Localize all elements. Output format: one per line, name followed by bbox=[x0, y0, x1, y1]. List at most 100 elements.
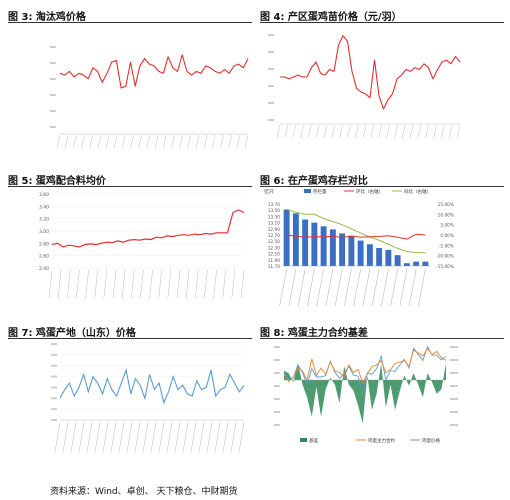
legend-label: 存栏量 bbox=[313, 188, 327, 195]
x-tick-label-placeholder bbox=[441, 124, 445, 139]
x-tick-label-placeholder bbox=[378, 124, 382, 139]
x-tick-label-placeholder bbox=[238, 421, 245, 453]
x-tick-label-placeholder bbox=[456, 124, 461, 139]
title-rule bbox=[260, 338, 504, 339]
x-tick-label-placeholder bbox=[81, 134, 85, 149]
chart-title: 图 5: 蛋鸡配合料均价 bbox=[8, 176, 106, 187]
y-tick-label-left: 11.90 bbox=[268, 258, 281, 264]
panel-feed-price: 图 5: 蛋鸡配合料均价 3.60 3.40 3.20 3.00 2.80 2.60 2.4… bbox=[8, 166, 252, 316]
series-line bbox=[280, 35, 461, 110]
y-tick-label-placeholder bbox=[50, 62, 56, 64]
bar bbox=[357, 240, 364, 266]
x-tick-label-placeholder bbox=[399, 268, 408, 307]
y-tick-label: 3.60 bbox=[39, 192, 49, 198]
y-axis-title: 亿只 bbox=[264, 188, 274, 195]
y-tick-label-placeholder bbox=[50, 94, 56, 96]
x-tick-label-placeholder bbox=[195, 269, 199, 299]
chart-plot bbox=[50, 46, 249, 149]
x-tick-label-placeholder bbox=[362, 268, 371, 307]
y-tick-label-placeholder bbox=[51, 386, 57, 389]
x-tick-label-placeholder bbox=[276, 124, 281, 139]
bar bbox=[376, 248, 383, 266]
y-tick-label: 2.40 bbox=[39, 266, 49, 272]
y-tick-label-placeholder bbox=[274, 424, 280, 426]
x-tick-label-placeholder bbox=[222, 421, 229, 453]
x-tick-label-placeholder bbox=[118, 421, 125, 453]
bar bbox=[403, 263, 410, 266]
x-tick-label-placeholder bbox=[203, 134, 208, 149]
y-tick-label-left: 13.10 bbox=[268, 221, 281, 227]
y-tick-label-placeholder bbox=[274, 359, 280, 361]
basis-area bbox=[284, 362, 446, 424]
y-tick-label-placeholder bbox=[51, 419, 57, 421]
y-tick-label: 2.60 bbox=[39, 254, 49, 260]
x-tick-label-placeholder bbox=[78, 421, 85, 453]
y-tick-label-placeholder bbox=[51, 343, 57, 345]
x-tick-label-placeholder bbox=[89, 134, 93, 149]
y-tick-label-placeholder bbox=[274, 411, 280, 413]
title-rule bbox=[8, 186, 252, 187]
y-tick-label: 2.80 bbox=[39, 241, 49, 247]
x-tick-label-placeholder bbox=[307, 268, 315, 307]
x-tick-label-placeholder bbox=[300, 124, 304, 139]
x-tick-label-placeholder bbox=[408, 268, 417, 307]
x-tick-label-placeholder bbox=[433, 124, 437, 139]
title-rule bbox=[260, 186, 504, 187]
x-tick-label-placeholder bbox=[381, 268, 389, 307]
chart-plot: 亿只 存栏量 环比（右轴） 同比（右轴）13.7013.5013.3013.1012.… bbox=[264, 188, 454, 307]
x-tick-label-placeholder bbox=[131, 269, 135, 299]
chart-title: 图 8: 鸡蛋主力合约基差 bbox=[260, 328, 368, 339]
legend-label: 环比（右轴） bbox=[356, 188, 383, 195]
y-tick-label-placeholder bbox=[51, 364, 57, 367]
y-tick-label-placeholder bbox=[450, 411, 458, 413]
x-tick-label-placeholder bbox=[240, 269, 245, 299]
x-tick-label-placeholder bbox=[417, 124, 422, 139]
bar bbox=[311, 222, 318, 266]
y-tick-label-placeholder bbox=[450, 424, 458, 426]
x-tick-label-placeholder bbox=[126, 421, 133, 453]
x-tick-label-placeholder bbox=[418, 268, 426, 307]
y-tick-label-right: 15.00% bbox=[438, 202, 454, 208]
x-tick-label-placeholder bbox=[174, 421, 181, 453]
x-tick-label-placeholder bbox=[97, 134, 102, 149]
source-note: 资料来源：Wind、卓创、 天下粮仓、中财期货 bbox=[50, 487, 238, 497]
y-tick-label-placeholder bbox=[268, 34, 274, 36]
y-tick-label-placeholder bbox=[51, 353, 57, 356]
y-tick-label-placeholder bbox=[268, 68, 274, 70]
x-tick-label-placeholder bbox=[425, 124, 429, 139]
x-tick-label-placeholder bbox=[154, 134, 159, 149]
y-tick-label-right: 5.00% bbox=[440, 223, 454, 229]
x-tick-label-placeholder bbox=[110, 421, 117, 453]
x-tick-label-placeholder bbox=[94, 421, 101, 453]
x-tick-label-placeholder bbox=[176, 269, 181, 299]
x-tick-label-placeholder bbox=[102, 421, 109, 453]
x-tick-label-placeholder bbox=[347, 124, 351, 139]
x-tick-label-placeholder bbox=[297, 268, 306, 307]
legend-swatch-basis bbox=[300, 438, 307, 442]
x-tick-label-placeholder bbox=[103, 269, 108, 299]
series-line bbox=[51, 209, 245, 248]
x-tick-label-placeholder bbox=[222, 269, 226, 299]
x-tick-label-placeholder bbox=[284, 124, 289, 139]
bar bbox=[366, 244, 373, 266]
bar bbox=[302, 219, 309, 266]
panel-chick-price: 图 4: 产区蛋鸡苗价格（元/羽） bbox=[260, 0, 504, 160]
x-tick-label-placeholder bbox=[323, 124, 328, 139]
bar bbox=[422, 261, 429, 266]
chart-title: 图 4: 产区蛋鸡苗价格（元/羽） bbox=[260, 12, 402, 23]
x-tick-label-placeholder bbox=[292, 124, 296, 139]
x-tick-label-placeholder bbox=[390, 268, 398, 307]
y-tick-label: 3.40 bbox=[39, 204, 49, 210]
x-tick-label-placeholder bbox=[339, 124, 343, 139]
y-tick-label-placeholder bbox=[50, 126, 56, 128]
bar bbox=[413, 261, 420, 266]
panel-chicken-cull-price: 图 3: 淘汰鸡价格 bbox=[8, 0, 252, 160]
x-tick-label-placeholder bbox=[70, 421, 77, 453]
y-tick-label-left: 12.30 bbox=[268, 245, 281, 251]
chart-plot bbox=[268, 34, 461, 139]
x-tick-label-placeholder bbox=[48, 269, 53, 299]
panel-layer-inventory: 图 6: 在产蛋鸡存栏对比 亿只 存栏量 环比（右轴） 同比（右轴） 13.70 13.5… bbox=[260, 166, 504, 316]
chart-title: 图 6: 在产蛋鸡存栏对比 bbox=[260, 176, 368, 187]
series-line bbox=[59, 368, 245, 405]
x-tick-label-placeholder bbox=[288, 268, 297, 307]
